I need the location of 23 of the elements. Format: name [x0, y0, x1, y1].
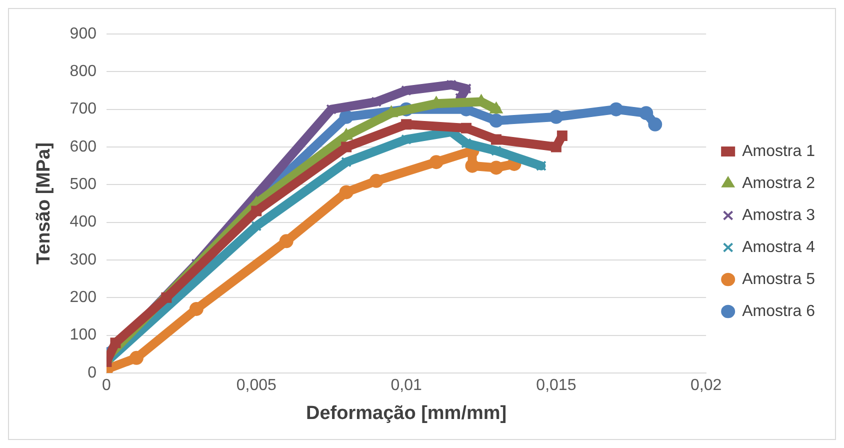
y-tick-label: 200 — [70, 289, 97, 306]
legend-label: Amostra 5 — [742, 270, 816, 288]
y-axis-title: Tensão [MPa] — [34, 142, 55, 265]
y-tick-label: 600 — [70, 138, 97, 156]
x-tick-label: 0,005 — [236, 377, 277, 394]
y-tick-label: 900 — [70, 25, 97, 42]
legend-label: Amostra 4 — [742, 238, 816, 256]
legend-label: Amostra 6 — [742, 302, 816, 320]
legend-label: Amostra 1 — [742, 142, 816, 160]
y-tick-label: 800 — [70, 63, 97, 80]
x-tick-label: 0 — [102, 377, 112, 394]
legend-label: Amostra 3 — [742, 206, 816, 224]
legend-label: Amostra 2 — [742, 174, 816, 192]
x-axis-title: Deformação [mm/mm] — [306, 402, 507, 424]
x-tick-label: 0,015 — [536, 377, 576, 394]
y-tick-label: 500 — [70, 176, 97, 194]
x-tick-label: 0,02 — [690, 377, 722, 394]
y-tick-label: 300 — [70, 251, 97, 268]
y-tick-label: 0 — [88, 364, 97, 382]
y-tick-label: 400 — [70, 214, 97, 231]
y-tick-label: 700 — [70, 100, 97, 118]
y-tick-label: 100 — [70, 326, 97, 344]
x-tick-label: 0,01 — [390, 377, 422, 394]
